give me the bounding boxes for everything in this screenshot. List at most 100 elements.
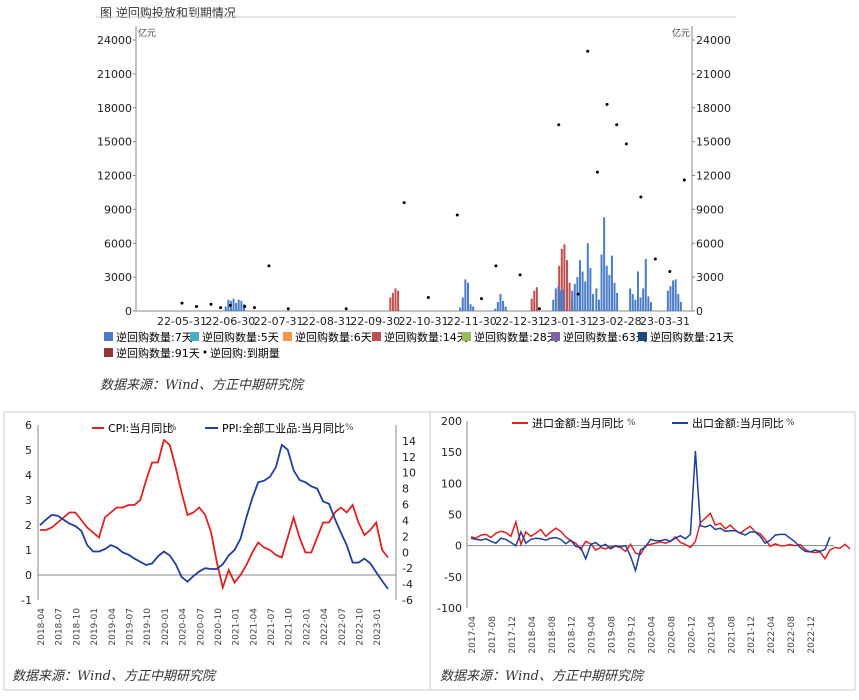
- expiry-point: [426, 295, 430, 299]
- bar-7d: [634, 299, 637, 311]
- bar-7d: [240, 300, 243, 311]
- top-ylabel-left: 亿元: [138, 27, 156, 39]
- expiry-point: [537, 307, 541, 311]
- bl-ytick-left: 3: [25, 494, 32, 507]
- expiry-point: [180, 301, 184, 305]
- bar-7d: [674, 279, 677, 311]
- bar-14d: [394, 288, 397, 311]
- bar-7d: [639, 297, 642, 311]
- bar-7d: [502, 300, 505, 311]
- br-xtick: 2018-08: [548, 616, 558, 654]
- br-ytick: 150: [441, 446, 462, 459]
- bl-ytick-right: 10: [402, 467, 416, 480]
- bar-7d: [679, 301, 682, 311]
- legend-swatch: [551, 332, 560, 341]
- expiry-point: [209, 302, 213, 306]
- ppi-line: [39, 443, 389, 590]
- bar-7d: [466, 282, 469, 311]
- bl-xtick: 2019-07: [125, 608, 135, 646]
- bar-14d: [389, 297, 392, 311]
- bl-ytick-right: 14: [402, 435, 416, 448]
- bl-xtick: 2022-10: [356, 608, 366, 646]
- expiry-point: [653, 257, 657, 261]
- bar-7d: [499, 294, 502, 311]
- bar-7d: [595, 288, 598, 311]
- bar-7d: [554, 288, 557, 311]
- bl-ytick-right: -4: [402, 578, 413, 591]
- bar-7d: [649, 301, 652, 311]
- expiry-point: [194, 304, 198, 308]
- br-ytick: 100: [441, 477, 462, 490]
- bl-ytick-right: 0: [402, 546, 409, 559]
- legend-label: 逆回购数量:6天: [295, 330, 372, 344]
- br-xtick: 2018-04: [528, 616, 538, 654]
- legend-swatch: [283, 332, 292, 341]
- bar-7d: [605, 265, 608, 311]
- bl-ytick-right: 12: [402, 451, 416, 464]
- bl-xtick: 2019-01: [90, 608, 100, 646]
- top-xtick: 23-03-31: [640, 315, 690, 328]
- legend-dot: [203, 350, 207, 354]
- top-xtick: 22-05-31: [157, 315, 207, 328]
- bar-7d: [494, 308, 497, 311]
- top-ytick-right: 15000: [696, 136, 731, 149]
- bl-ytick-left: 5: [25, 444, 32, 457]
- bar-7d: [672, 280, 675, 311]
- bl-ytick-left: 1: [25, 544, 32, 557]
- expiry-point: [576, 292, 580, 296]
- bottom-left-source: 数据来源：Wind、方正中期研究院: [12, 669, 215, 684]
- top-xtick: 23-02-28: [592, 315, 642, 328]
- bl-xtick: 2018-10: [72, 608, 82, 646]
- top-xtick: 22-12-31: [495, 315, 545, 328]
- top-xtick: 22-09-30: [350, 315, 400, 328]
- legend-label: 逆回购:到期量: [210, 346, 280, 360]
- bl-ytick-left: -1: [21, 594, 32, 607]
- top-ytick-right: 0: [696, 305, 703, 318]
- bar-14d: [533, 290, 536, 311]
- bar-7d: [235, 303, 238, 311]
- bottom-right-chart: -100 -50 0 50 100 150 200 2017-04 2017-08 2017-12…: [437, 415, 851, 654]
- bl-xtick: 2021-04: [249, 608, 259, 646]
- bl-legend-cpi: CPI:当月同比: [108, 421, 173, 435]
- bl-legend-ppi-unit: %: [345, 423, 354, 433]
- top-xtick: 22-11-30: [447, 315, 497, 328]
- br-xtick: 2020-04: [648, 616, 658, 654]
- br-xtick: 2021-04: [707, 616, 717, 654]
- br-ytick: -50: [444, 571, 462, 584]
- bl-ytick-right: 8: [402, 483, 409, 496]
- bl-xtick: 2022-07: [338, 608, 348, 646]
- top-ytick-left: 15000: [97, 136, 132, 149]
- bar-7d: [677, 294, 680, 311]
- expiry-point: [595, 170, 599, 174]
- bar-7d: [560, 290, 563, 311]
- bar-7d: [666, 290, 669, 311]
- br-legend-export-unit: %: [786, 418, 795, 428]
- bar-7d: [669, 286, 672, 311]
- bl-ytick-right: 2: [402, 530, 409, 543]
- expiry-point: [455, 213, 459, 217]
- top-ytick-right: 21000: [696, 68, 731, 81]
- br-ytick: 50: [448, 509, 462, 522]
- top-ytick-right: 3000: [696, 271, 724, 284]
- bar-7d: [573, 283, 576, 311]
- top-ytick-left: 9000: [104, 203, 132, 216]
- legend-swatch: [104, 332, 113, 341]
- bl-legend-ppi: PPI:全部工业品:当月同比: [222, 421, 345, 435]
- bar-7d: [504, 306, 507, 311]
- expiry-point: [639, 195, 643, 199]
- bl-ytick-right: 6: [402, 499, 409, 512]
- import-line: [470, 511, 851, 561]
- bar-14d: [391, 292, 394, 311]
- expiry-point: [557, 123, 561, 127]
- bar-7d: [597, 299, 600, 311]
- br-xtick: 2022-04: [767, 616, 777, 654]
- br-ytick: -100: [437, 602, 462, 615]
- top-ytick-right: 18000: [696, 102, 731, 115]
- bar-7d: [629, 288, 632, 311]
- expiry-point: [586, 49, 590, 53]
- br-ytick: 0: [455, 540, 462, 553]
- bar-7d: [589, 268, 592, 311]
- bl-ytick-left: 4: [25, 469, 32, 482]
- bl-xtick: 2022-01: [302, 608, 312, 646]
- bl-ytick-left: 2: [25, 519, 32, 532]
